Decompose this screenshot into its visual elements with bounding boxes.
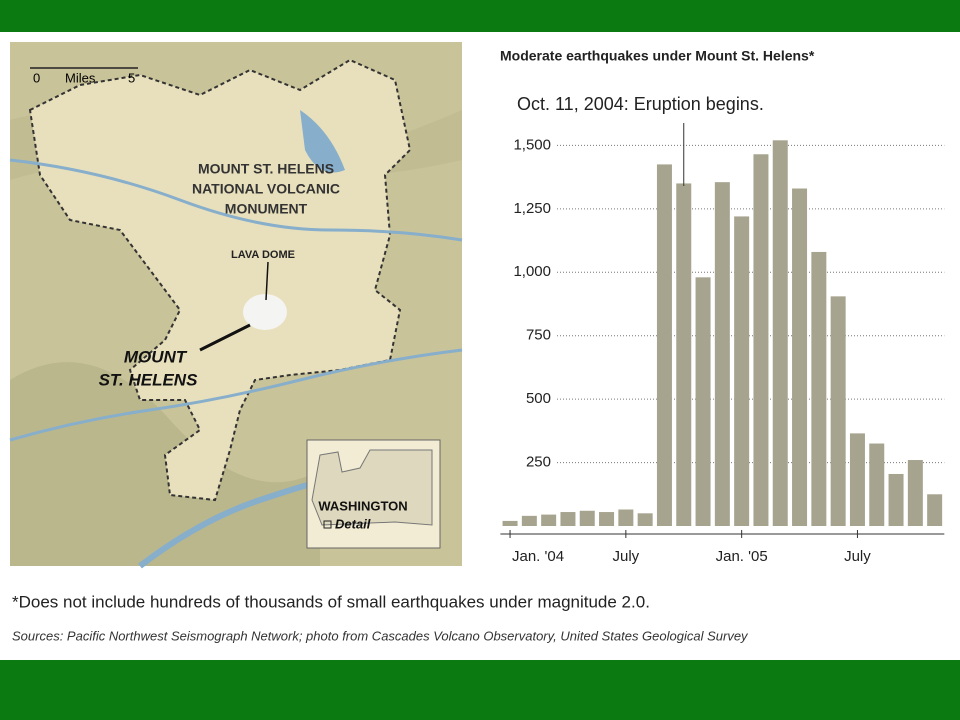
y-tick-label: 500 — [526, 390, 551, 407]
river — [9, 158, 463, 242]
bar — [656, 164, 672, 526]
bar — [579, 510, 595, 526]
x-tick-label: Jan. '04 — [512, 548, 564, 565]
bar — [792, 188, 808, 526]
scale-label: 5 — [128, 70, 135, 85]
dome-label: LAVA DOME — [231, 249, 295, 261]
bar — [734, 216, 750, 527]
sources: Sources: Pacific Northwest Seismograph N… — [12, 628, 749, 643]
bar — [907, 460, 923, 526]
crater — [243, 294, 287, 330]
bar — [772, 140, 788, 527]
y-tick-label: 250 — [526, 454, 551, 471]
bar — [849, 433, 865, 526]
bar — [830, 296, 846, 526]
mountain-label: ST. HELENS — [99, 370, 199, 389]
bar — [618, 509, 634, 526]
terrain-shade — [10, 362, 320, 566]
bar — [714, 182, 730, 526]
x-tick-label: July — [844, 548, 871, 565]
bar — [695, 277, 711, 526]
bar — [888, 473, 904, 526]
river — [9, 348, 463, 442]
monument-label: MOUNT ST. HELENS — [198, 161, 334, 177]
monument-label: MONUMENT — [225, 201, 308, 217]
state-shape — [311, 449, 433, 526]
state-label: WASHINGTON — [318, 498, 407, 513]
y-tick-label: 1,000 — [513, 263, 551, 280]
bar — [869, 443, 885, 526]
annotation: Oct. 11, 2004: Eruption begins. — [517, 94, 764, 114]
bar — [560, 512, 576, 526]
pointer — [199, 323, 251, 352]
bar — [676, 183, 692, 526]
bar — [637, 513, 653, 526]
bar — [521, 515, 537, 526]
map: 0 Miles 5 MOUNT ST. HELENS NATIONAL VOLC… — [9, 42, 463, 569]
monument-label: NATIONAL VOLCANIC — [192, 181, 340, 197]
y-tick-label: 1,250 — [513, 200, 551, 217]
x-tick-label: July — [613, 548, 640, 565]
scale-label: 0 — [33, 70, 40, 85]
footnote: *Does not include hundreds of thousands … — [12, 592, 650, 611]
plot: 250 500 750 1,000 1,250 1,500 Jan. '04 July Jan.… — [500, 123, 945, 565]
bar — [811, 251, 827, 526]
lake — [300, 110, 345, 173]
bar — [541, 514, 557, 526]
detail-box — [323, 520, 332, 529]
chart-title: Moderate earthquakes under Mount St. Hel… — [500, 48, 815, 64]
y-tick-label: 750 — [526, 327, 551, 344]
monument-boundary — [28, 58, 412, 502]
scale-label: Miles — [65, 70, 96, 85]
mountain-label: MOUNT — [124, 347, 188, 366]
bar — [599, 512, 615, 526]
detail-label: Detail — [335, 516, 371, 531]
bottom-band — [0, 660, 960, 720]
top-band — [0, 0, 960, 32]
bar — [927, 494, 943, 526]
pointer — [265, 261, 269, 301]
y-tick-label: 1,500 — [513, 136, 551, 153]
bar — [753, 154, 769, 526]
x-tick-label: Jan. '05 — [716, 548, 768, 565]
bar — [502, 520, 518, 526]
